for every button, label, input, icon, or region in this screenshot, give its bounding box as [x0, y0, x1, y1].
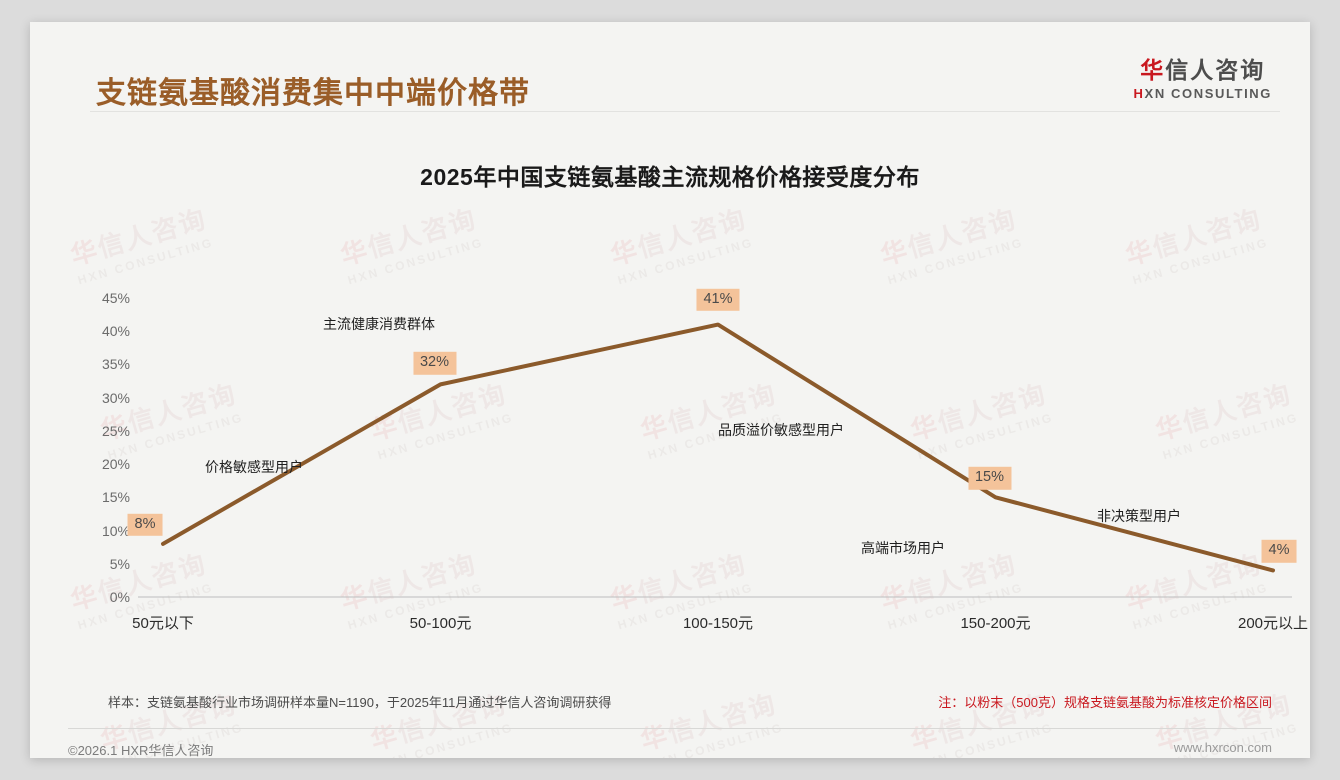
slide-canvas: 华信人咨询 HXN CONSULTING 华信人咨询 HXN CONSULTING 华信…: [30, 22, 1310, 758]
y-axis-tick-label: 40%: [101, 323, 130, 340]
y-axis-tick-label: 5%: [109, 555, 130, 572]
x-axis-tick-label: 150-200元: [960, 615, 1031, 632]
footer-divider: [68, 728, 1272, 729]
data-point-label: 41%: [696, 288, 740, 311]
logo-chinese-text: 华信人咨询: [1134, 57, 1272, 83]
logo-char-hua: 华: [1140, 57, 1166, 83]
page-title: 支链氨基酸消费集中中端价格带: [96, 77, 530, 110]
x-axis-labels: 50元以下 50-100元 100-150元 150-200元 200元以上: [30, 612, 1310, 638]
chart-annotation: 价格敏感型用户: [205, 459, 303, 475]
x-axis-tick-label: 50元以下: [132, 615, 194, 632]
y-axis-labels: 0% 5% 10% 15% 20% 25% 30% 35% 40% 45%: [78, 22, 130, 758]
chart-annotation: 高端市场用户: [861, 540, 945, 556]
x-axis-tick-label: 50-100元: [409, 615, 472, 632]
data-point-label: 4%: [1261, 540, 1297, 563]
y-axis-tick-label: 15%: [101, 489, 130, 506]
data-series-line: [161, 322, 1275, 573]
chart-annotation: 非决策型用户: [1097, 508, 1181, 524]
y-axis-tick-label: 20%: [101, 456, 130, 473]
line-chart-plot: [138, 322, 1292, 598]
data-point-label: 8%: [127, 513, 163, 536]
logo-en-rest: XN CONSULTING: [1144, 86, 1272, 102]
data-point-label: 32%: [412, 352, 457, 375]
sample-note: 样本：支链氨基酸行业市场调研样本量N=1190，于2025年11月通过华信人咨询…: [108, 695, 612, 710]
slide-header: 支链氨基酸消费集中中端价格带 华信人咨询 HXN CONSULTING: [30, 22, 1310, 114]
remark-note: 注：以粉末（500克）规格支链氨基酸为标准核定价格区间: [938, 695, 1272, 710]
chart-title: 2025年中国支链氨基酸主流规格价格接受度分布: [420, 164, 920, 190]
y-axis-tick-label: 45%: [101, 290, 130, 306]
logo-char-rest: 信人咨询: [1165, 57, 1266, 83]
y-axis-tick-label: 30%: [101, 389, 130, 406]
y-axis-tick-label: 0%: [109, 589, 130, 605]
header-divider: [90, 111, 1280, 112]
logo-en-initial: H: [1133, 86, 1145, 102]
copyright-text: ©2026.1 HXR华信人咨询: [68, 743, 214, 758]
brand-logo: 华信人咨询 HXN CONSULTING: [1134, 57, 1272, 101]
logo-english-text: HXN CONSULTING: [1134, 86, 1272, 101]
data-point-label: 15%: [967, 467, 1012, 490]
chart-annotation: 主流健康消费群体: [323, 316, 435, 332]
x-axis-tick-label: 200元以上: [1237, 615, 1309, 632]
y-axis-tick-label: 10%: [101, 522, 130, 539]
website-text: www.hxrcon.com: [1173, 740, 1272, 755]
x-axis-tick-label: 100-150元: [682, 615, 754, 632]
y-axis-tick-label: 35%: [101, 356, 130, 373]
chart-annotation: 品质溢价敏感型用户: [718, 422, 844, 438]
y-axis-tick-label: 25%: [101, 422, 130, 439]
